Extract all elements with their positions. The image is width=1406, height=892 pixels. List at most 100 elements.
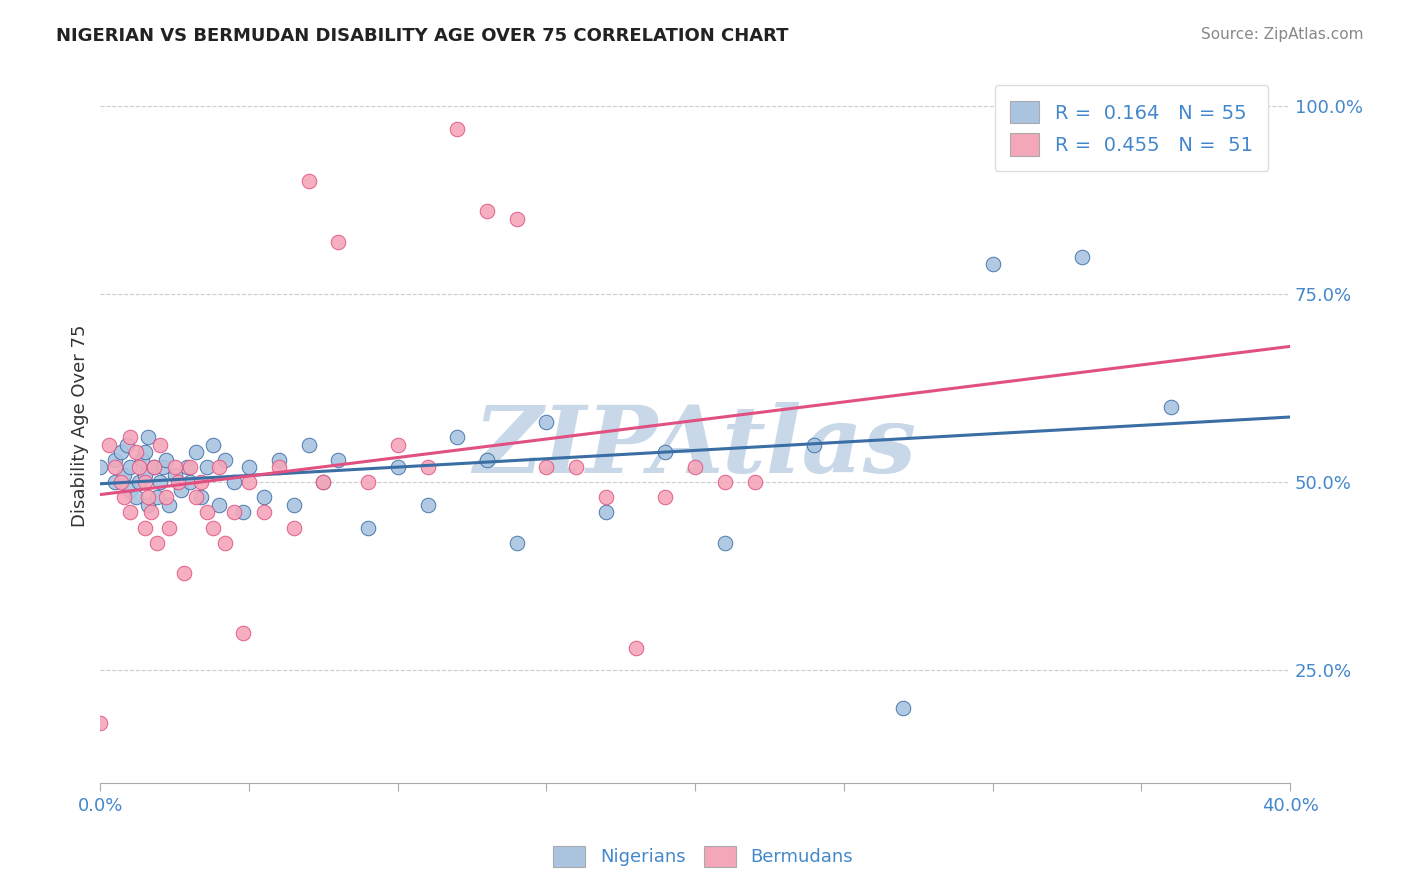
Point	[146, 535, 169, 549]
Point	[565, 460, 588, 475]
Point	[120, 483, 142, 497]
Point	[120, 430, 142, 444]
Point	[214, 452, 236, 467]
Point	[120, 460, 142, 475]
Point	[654, 445, 676, 459]
Point	[506, 212, 529, 227]
Point	[98, 438, 121, 452]
Text: Source: ZipAtlas.com: Source: ZipAtlas.com	[1201, 27, 1364, 42]
Point	[179, 475, 201, 490]
Point	[1160, 400, 1182, 414]
Point	[253, 506, 276, 520]
Point	[506, 535, 529, 549]
Point	[157, 520, 180, 534]
Point	[110, 445, 132, 459]
Point	[536, 460, 558, 475]
Point	[283, 498, 305, 512]
Point	[253, 491, 276, 505]
Point	[184, 445, 207, 459]
Point	[155, 452, 177, 467]
Point	[232, 506, 254, 520]
Point	[112, 491, 135, 505]
Point	[120, 506, 142, 520]
Point	[179, 460, 201, 475]
Point	[134, 467, 156, 482]
Point	[536, 415, 558, 429]
Point	[104, 452, 127, 467]
Point	[202, 520, 225, 534]
Point	[163, 467, 186, 482]
Point	[416, 498, 439, 512]
Point	[110, 475, 132, 490]
Point	[157, 498, 180, 512]
Point	[654, 491, 676, 505]
Point	[125, 491, 148, 505]
Point	[152, 460, 174, 475]
Point	[197, 506, 219, 520]
Legend: Nigerians, Bermudans: Nigerians, Bermudans	[546, 838, 860, 874]
Point	[803, 438, 825, 452]
Point	[232, 625, 254, 640]
Point	[146, 491, 169, 505]
Point	[112, 467, 135, 482]
Point	[224, 475, 246, 490]
Point	[475, 452, 498, 467]
Point	[131, 452, 153, 467]
Point	[142, 460, 165, 475]
Point	[595, 506, 617, 520]
Point	[744, 475, 766, 490]
Point	[312, 475, 335, 490]
Point	[163, 460, 186, 475]
Point	[169, 483, 191, 497]
Point	[134, 445, 156, 459]
Point	[312, 475, 335, 490]
Point	[197, 460, 219, 475]
Point	[136, 498, 159, 512]
Point	[155, 491, 177, 505]
Point	[184, 491, 207, 505]
Point	[134, 475, 156, 490]
Point	[176, 460, 198, 475]
Point	[173, 566, 195, 580]
Point	[136, 491, 159, 505]
Point	[89, 716, 111, 731]
Point	[134, 520, 156, 534]
Point	[149, 475, 172, 490]
Point	[357, 475, 380, 490]
Point	[328, 452, 350, 467]
Point	[267, 460, 290, 475]
Point	[387, 438, 409, 452]
Point	[624, 640, 647, 655]
Point	[283, 520, 305, 534]
Point	[104, 460, 127, 475]
Point	[446, 430, 468, 444]
Point	[125, 445, 148, 459]
Y-axis label: Disability Age Over 75: Disability Age Over 75	[72, 325, 89, 527]
Point	[475, 204, 498, 219]
Point	[104, 475, 127, 490]
Point	[416, 460, 439, 475]
Point	[328, 235, 350, 249]
Point	[128, 460, 150, 475]
Point	[224, 506, 246, 520]
Point	[115, 438, 138, 452]
Point	[190, 475, 212, 490]
Point	[297, 174, 319, 188]
Point	[136, 430, 159, 444]
Point	[128, 475, 150, 490]
Point	[238, 475, 260, 490]
Point	[387, 460, 409, 475]
Point	[714, 535, 737, 549]
Text: NIGERIAN VS BERMUDAN DISABILITY AGE OVER 75 CORRELATION CHART: NIGERIAN VS BERMUDAN DISABILITY AGE OVER…	[56, 27, 789, 45]
Point	[208, 460, 231, 475]
Point	[190, 491, 212, 505]
Point	[595, 491, 617, 505]
Point	[357, 520, 380, 534]
Point	[214, 535, 236, 549]
Point	[1070, 250, 1092, 264]
Point	[714, 475, 737, 490]
Point	[267, 452, 290, 467]
Text: ZIPAtlas: ZIPAtlas	[474, 402, 917, 492]
Point	[981, 257, 1004, 271]
Point	[89, 460, 111, 475]
